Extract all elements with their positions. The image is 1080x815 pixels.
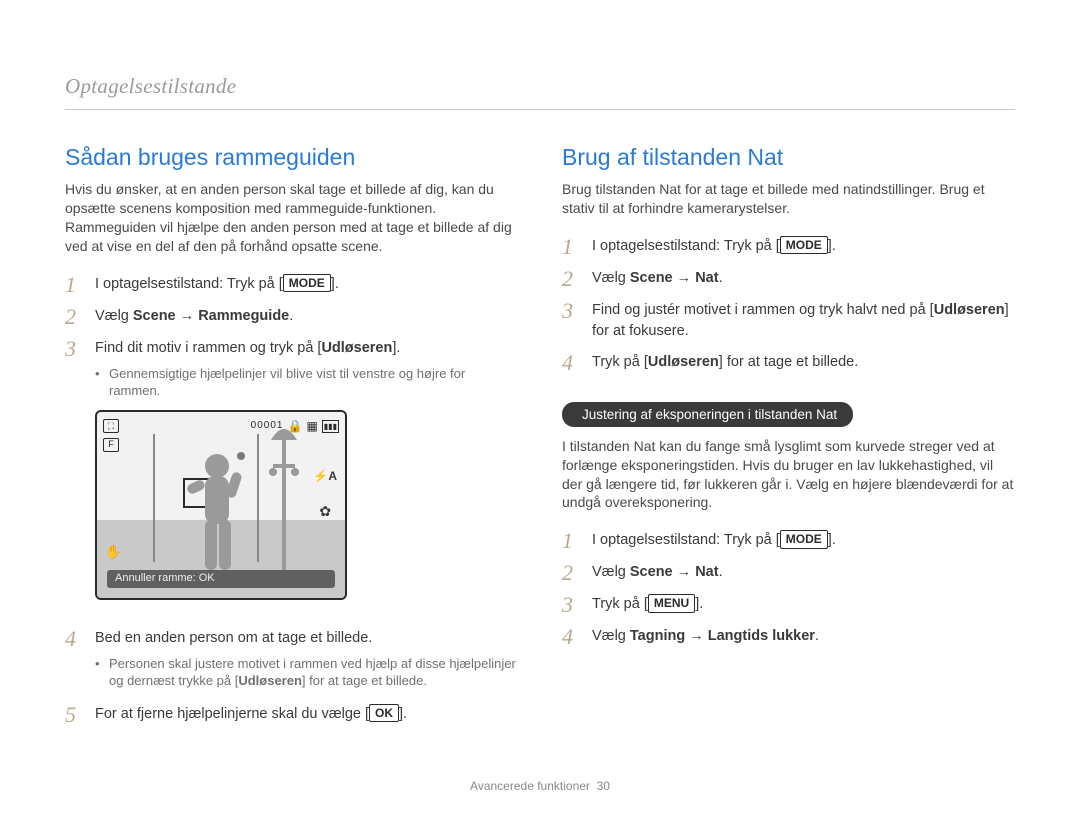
scene-label: Scene: [630, 270, 673, 286]
lcd-side-icons: ⚡A ✿: [313, 468, 337, 522]
step: Vælg Tagning → Langtids lukker.: [562, 626, 1015, 648]
ok-key: OK: [369, 704, 399, 722]
right-steps-2: I optagelsestilstand: Tryk på [MODE]. Væ…: [562, 530, 1015, 648]
step-text: .: [289, 308, 293, 324]
guide-label: Rammeguide: [198, 308, 289, 324]
battery-icon: ▮▮▮: [322, 420, 339, 434]
step: Find dit motiv i rammen og tryk på [Udlø…: [65, 338, 518, 618]
step-text: Vælg: [592, 270, 630, 286]
right-steps: I optagelsestilstand: Tryk på [MODE]. Væ…: [562, 236, 1015, 374]
camera-lcd: ⛶ 00001 🔒 ▦ ▮▮▮ F ⚡A: [95, 410, 347, 600]
step-text: ].: [828, 238, 836, 254]
counter: 00001: [251, 419, 284, 434]
step-text: I optagelsestilstand: Tryk på [: [592, 532, 780, 548]
step: Vælg Scene → Nat.: [562, 562, 1015, 584]
step-text: ].: [828, 532, 836, 548]
shutter-label: Udløseren: [238, 673, 302, 688]
page: Optagelsestilstande Sådan bruges rammegu…: [0, 0, 1080, 815]
night-label: Nat: [695, 564, 718, 580]
step-text: For at fjerne hjælpelinjerne skal du væl…: [95, 706, 369, 722]
shutter-label: Udløseren: [648, 354, 719, 370]
step-text: Tryk på [: [592, 354, 648, 370]
step-text: Tryk på [: [592, 596, 648, 612]
pill-paragraph: I tilstanden Nat kan du fange små lysgli…: [562, 437, 1015, 513]
step-text: ].: [392, 340, 400, 356]
step-text: Bed en anden person om at tage et billed…: [95, 630, 372, 646]
step-text: ].: [331, 276, 339, 292]
right-intro: Brug tilstanden Nat for at tage et bille…: [562, 180, 1015, 218]
section-header: Optagelsestilstande: [65, 74, 1015, 99]
step-text: ] for at tage et billede.: [719, 354, 858, 370]
step-text: .: [719, 564, 723, 580]
step: I optagelsestilstand: Tryk på [MODE].: [562, 530, 1015, 552]
streetlamp-icon: [267, 420, 301, 570]
columns: Sådan bruges rammeguiden Hvis du ønsker,…: [65, 144, 1015, 736]
right-title: Brug af tilstanden Nat: [562, 144, 1015, 171]
arrow: →: [673, 564, 696, 580]
substeps: Gennemsigtige hjælpelinjer vil blive vis…: [95, 365, 518, 400]
mode-key: MODE: [780, 530, 828, 548]
flash-icon: ⚡A: [313, 468, 337, 485]
substep-text: ] for at tage et billede.: [302, 673, 427, 688]
lcd-statusbar: Annuller ramme: OK: [107, 570, 335, 588]
tagning-label: Tagning: [630, 628, 685, 644]
step: Tryk på [MENU].: [562, 594, 1015, 616]
step-text: .: [815, 628, 819, 644]
arrow: →: [673, 270, 696, 286]
step-text: Vælg: [592, 564, 630, 580]
hand-icon: ✋: [105, 543, 121, 562]
step-text: Find og justér motivet i rammen og tryk …: [592, 302, 934, 318]
step: Bed en anden person om at tage et billed…: [65, 628, 518, 694]
night-label: Nat: [695, 270, 718, 286]
arrow: →: [176, 308, 199, 324]
mode-icon: ⛶: [103, 419, 119, 433]
step: Vælg Scene → Nat.: [562, 268, 1015, 290]
substep: Personen skal justere motivet i rammen v…: [95, 655, 518, 690]
f-icon: F: [103, 438, 119, 452]
step: For at fjerne hjælpelinjerne skal du væl…: [65, 704, 518, 726]
arrow: →: [685, 628, 708, 644]
shutter-label: Udløseren: [934, 302, 1005, 318]
lcd-top-icons: ⛶ 00001 🔒 ▦ ▮▮▮: [103, 418, 339, 435]
step-text: I optagelsestilstand: Tryk på [: [592, 238, 780, 254]
step: Tryk på [Udløseren] for at tage et bille…: [562, 352, 1015, 374]
step: Find og justér motivet i rammen og tryk …: [562, 300, 1015, 342]
subsection-pill: Justering af eksponeringen i tilstanden …: [562, 402, 853, 427]
macro-icon: ✿: [319, 501, 331, 521]
substeps: Personen skal justere motivet i rammen v…: [95, 655, 518, 690]
mode-key: MODE: [780, 236, 828, 254]
left-title: Sådan bruges rammeguiden: [65, 144, 518, 171]
guide-line-left: [153, 434, 155, 562]
step-text: I optagelsestilstand: Tryk på [: [95, 276, 283, 292]
mode-key: MODE: [283, 274, 331, 292]
right-column: Brug af tilstanden Nat Brug tilstanden N…: [562, 144, 1015, 736]
page-footer: Avancerede funktioner 30: [0, 779, 1080, 793]
lcd-left-icons: ✋: [105, 543, 121, 562]
step-text: Find dit motiv i rammen og tryk på [: [95, 340, 321, 356]
sd-icon: ▦: [306, 418, 317, 435]
scene-label: Scene: [133, 308, 176, 324]
step-text: ].: [695, 596, 703, 612]
scene-label: Scene: [630, 564, 673, 580]
menu-key: MENU: [648, 594, 695, 612]
lcd-illustration: ⛶ 00001 🔒 ▦ ▮▮▮ F ⚡A: [95, 410, 518, 600]
substep: Gennemsigtige hjælpelinjer vil blive vis…: [95, 365, 518, 400]
step: Vælg Scene → Rammeguide.: [65, 306, 518, 328]
divider: [65, 109, 1015, 110]
shutter-label: Udløseren: [321, 340, 392, 356]
step-text: ].: [399, 706, 407, 722]
left-intro: Hvis du ønsker, at en anden person skal …: [65, 180, 518, 256]
step-text: Vælg: [592, 628, 630, 644]
left-column: Sådan bruges rammeguiden Hvis du ønsker,…: [65, 144, 518, 736]
step: I optagelsestilstand: Tryk på [MODE].: [65, 274, 518, 296]
person-silhouette-icon: [175, 450, 259, 570]
long-shutter-label: Langtids lukker: [708, 628, 815, 644]
lock-icon: 🔒: [287, 418, 302, 435]
footer-page: 30: [597, 779, 610, 793]
step: I optagelsestilstand: Tryk på [MODE].: [562, 236, 1015, 258]
step-text: .: [719, 270, 723, 286]
footer-label: Avancerede funktioner: [470, 779, 590, 793]
step-text: Vælg: [95, 308, 133, 324]
left-steps: I optagelsestilstand: Tryk på [MODE]. Væ…: [65, 274, 518, 726]
